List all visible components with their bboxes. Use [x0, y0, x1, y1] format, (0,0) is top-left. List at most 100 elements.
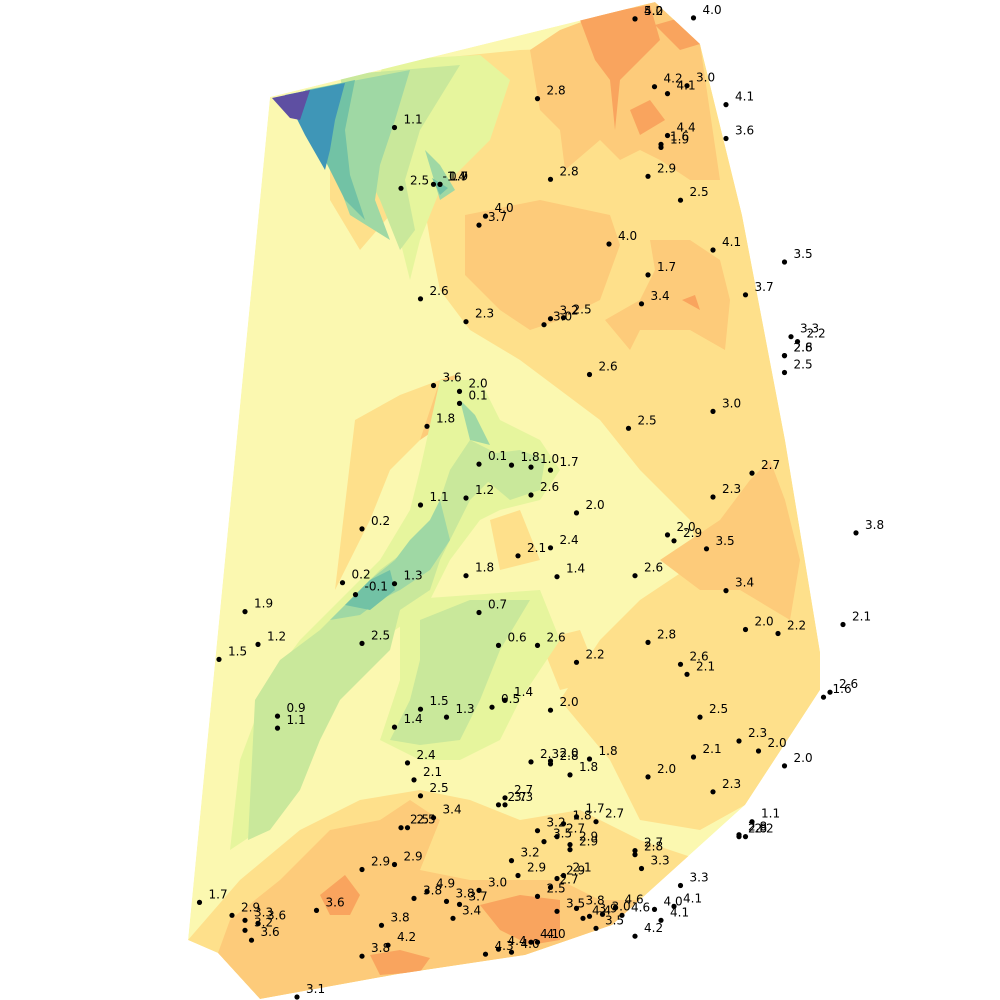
- point-value-label: 3.6: [443, 371, 462, 385]
- point-value-label: 2.7: [605, 807, 624, 821]
- sample-point: [547, 176, 554, 182]
- sample-point: [534, 893, 541, 900]
- point-value-label: 2.6: [540, 480, 559, 494]
- sample-point: [404, 760, 411, 766]
- sample-point: [443, 714, 450, 720]
- point-value-label: 2.3: [475, 307, 494, 321]
- point-value-label: 4.0: [664, 894, 683, 908]
- sample-point: [476, 461, 482, 467]
- sample-point: [391, 581, 398, 587]
- point-value-label: 2.0: [469, 376, 488, 390]
- point-value-label: 1.0: [540, 452, 559, 466]
- point-value-label: 1.8: [573, 809, 592, 823]
- point-value-label: 3.7: [469, 889, 488, 903]
- point-value-label: -1.4: [443, 169, 466, 183]
- contour-level-orange: [465, 200, 620, 330]
- point-value-label: 2.8: [794, 341, 813, 355]
- point-value-label: 2.6: [690, 649, 709, 663]
- point-value-label: 0.1: [488, 449, 507, 463]
- sample-point: [398, 185, 404, 191]
- sample-point: [196, 899, 203, 906]
- sample-point: [632, 848, 638, 854]
- sample-point: [723, 102, 729, 108]
- point-value-label: 2.5: [430, 781, 449, 795]
- point-value-label: 0.6: [508, 630, 527, 644]
- sample-point: [502, 802, 508, 808]
- sample-point: [528, 759, 534, 765]
- point-value-label: 3.4: [443, 803, 462, 817]
- point-value-label: 2.7: [514, 783, 533, 797]
- point-value-label: 2.3: [722, 482, 741, 496]
- sample-point: [625, 425, 632, 431]
- contour-level-orange: [218, 800, 640, 999]
- contour-level-deep-orange: [480, 895, 560, 945]
- point-value-label: 2.2: [586, 647, 605, 661]
- point-value-label: 2.0: [677, 520, 696, 534]
- sample-point: [645, 639, 651, 646]
- point-value-label: 2.6: [839, 677, 858, 691]
- point-value-label: 2.5: [417, 813, 436, 827]
- sample-point: [638, 865, 645, 872]
- sample-point: [710, 494, 716, 500]
- point-value-label: 1.7: [586, 802, 605, 816]
- sample-point: [749, 470, 755, 476]
- sample-point: [547, 884, 554, 891]
- point-value-label: 2.2: [787, 619, 806, 633]
- contour-level-deep-orange: [370, 950, 430, 975]
- point-value-label: 0.5: [501, 692, 520, 706]
- sample-point: [274, 713, 281, 719]
- sample-point: [430, 815, 437, 821]
- sample-point: [352, 592, 359, 598]
- point-value-label: 2.8: [560, 164, 579, 178]
- sample-point: [508, 858, 515, 864]
- sample-point: [391, 861, 398, 868]
- point-value-label: 2.9: [371, 855, 390, 869]
- point-value-label: 4.4: [677, 121, 696, 135]
- point-value-label: 2.5: [410, 813, 429, 827]
- point-value-label: 2.8: [748, 822, 767, 836]
- point-value-label: 2.1: [696, 659, 715, 673]
- point-value-label: 2.8: [547, 84, 566, 98]
- point-value-label: 1.1: [430, 490, 449, 504]
- point-value-label: 1.8: [475, 561, 494, 575]
- sample-point: [664, 91, 671, 97]
- point-value-label: 2.3: [748, 726, 767, 740]
- point-value-label: 2.6: [794, 341, 813, 355]
- point-value-label: 0.7: [488, 598, 507, 612]
- point-value-label: 2.9: [566, 864, 585, 878]
- point-value-label: 2.0: [560, 695, 579, 709]
- point-value-label: 3.8: [371, 941, 390, 955]
- point-value-label: 1.8: [599, 744, 618, 758]
- sample-point: [476, 887, 482, 894]
- point-value-label: 0.1: [469, 388, 488, 402]
- point-value-label: 3.7: [488, 210, 507, 224]
- sample-point: [593, 925, 599, 931]
- point-value-label: 1.2: [475, 483, 494, 497]
- point-value-label: 3.5: [716, 534, 735, 548]
- point-value-label: 1.3: [404, 569, 423, 583]
- point-value-label: 5.0: [644, 4, 663, 18]
- contour-level-deep-orange: [320, 875, 360, 915]
- point-value-label: 2.5: [709, 702, 728, 716]
- sample-point: [567, 842, 573, 848]
- sample-point: [495, 802, 502, 808]
- point-value-label: 2.8: [560, 749, 579, 763]
- point-value-label: 4.1: [683, 891, 702, 905]
- contour-level-light-orange: [490, 510, 540, 570]
- sample-point: [567, 847, 573, 853]
- sample-point: [573, 814, 580, 820]
- sample-point: [216, 656, 222, 663]
- point-value-label: 1.9: [449, 169, 468, 183]
- sample-point: [593, 819, 599, 825]
- sample-point: [443, 898, 450, 905]
- point-value-label: 2.5: [547, 881, 566, 895]
- sample-point: [242, 917, 248, 923]
- point-value-label: 0.2: [352, 568, 371, 582]
- sample-point: [378, 922, 385, 928]
- sample-point: [456, 400, 463, 406]
- sample-point: [560, 872, 567, 879]
- point-value-label: 1.3: [456, 702, 475, 716]
- sample-point: [456, 901, 463, 908]
- point-value-label: 2.6: [644, 561, 663, 575]
